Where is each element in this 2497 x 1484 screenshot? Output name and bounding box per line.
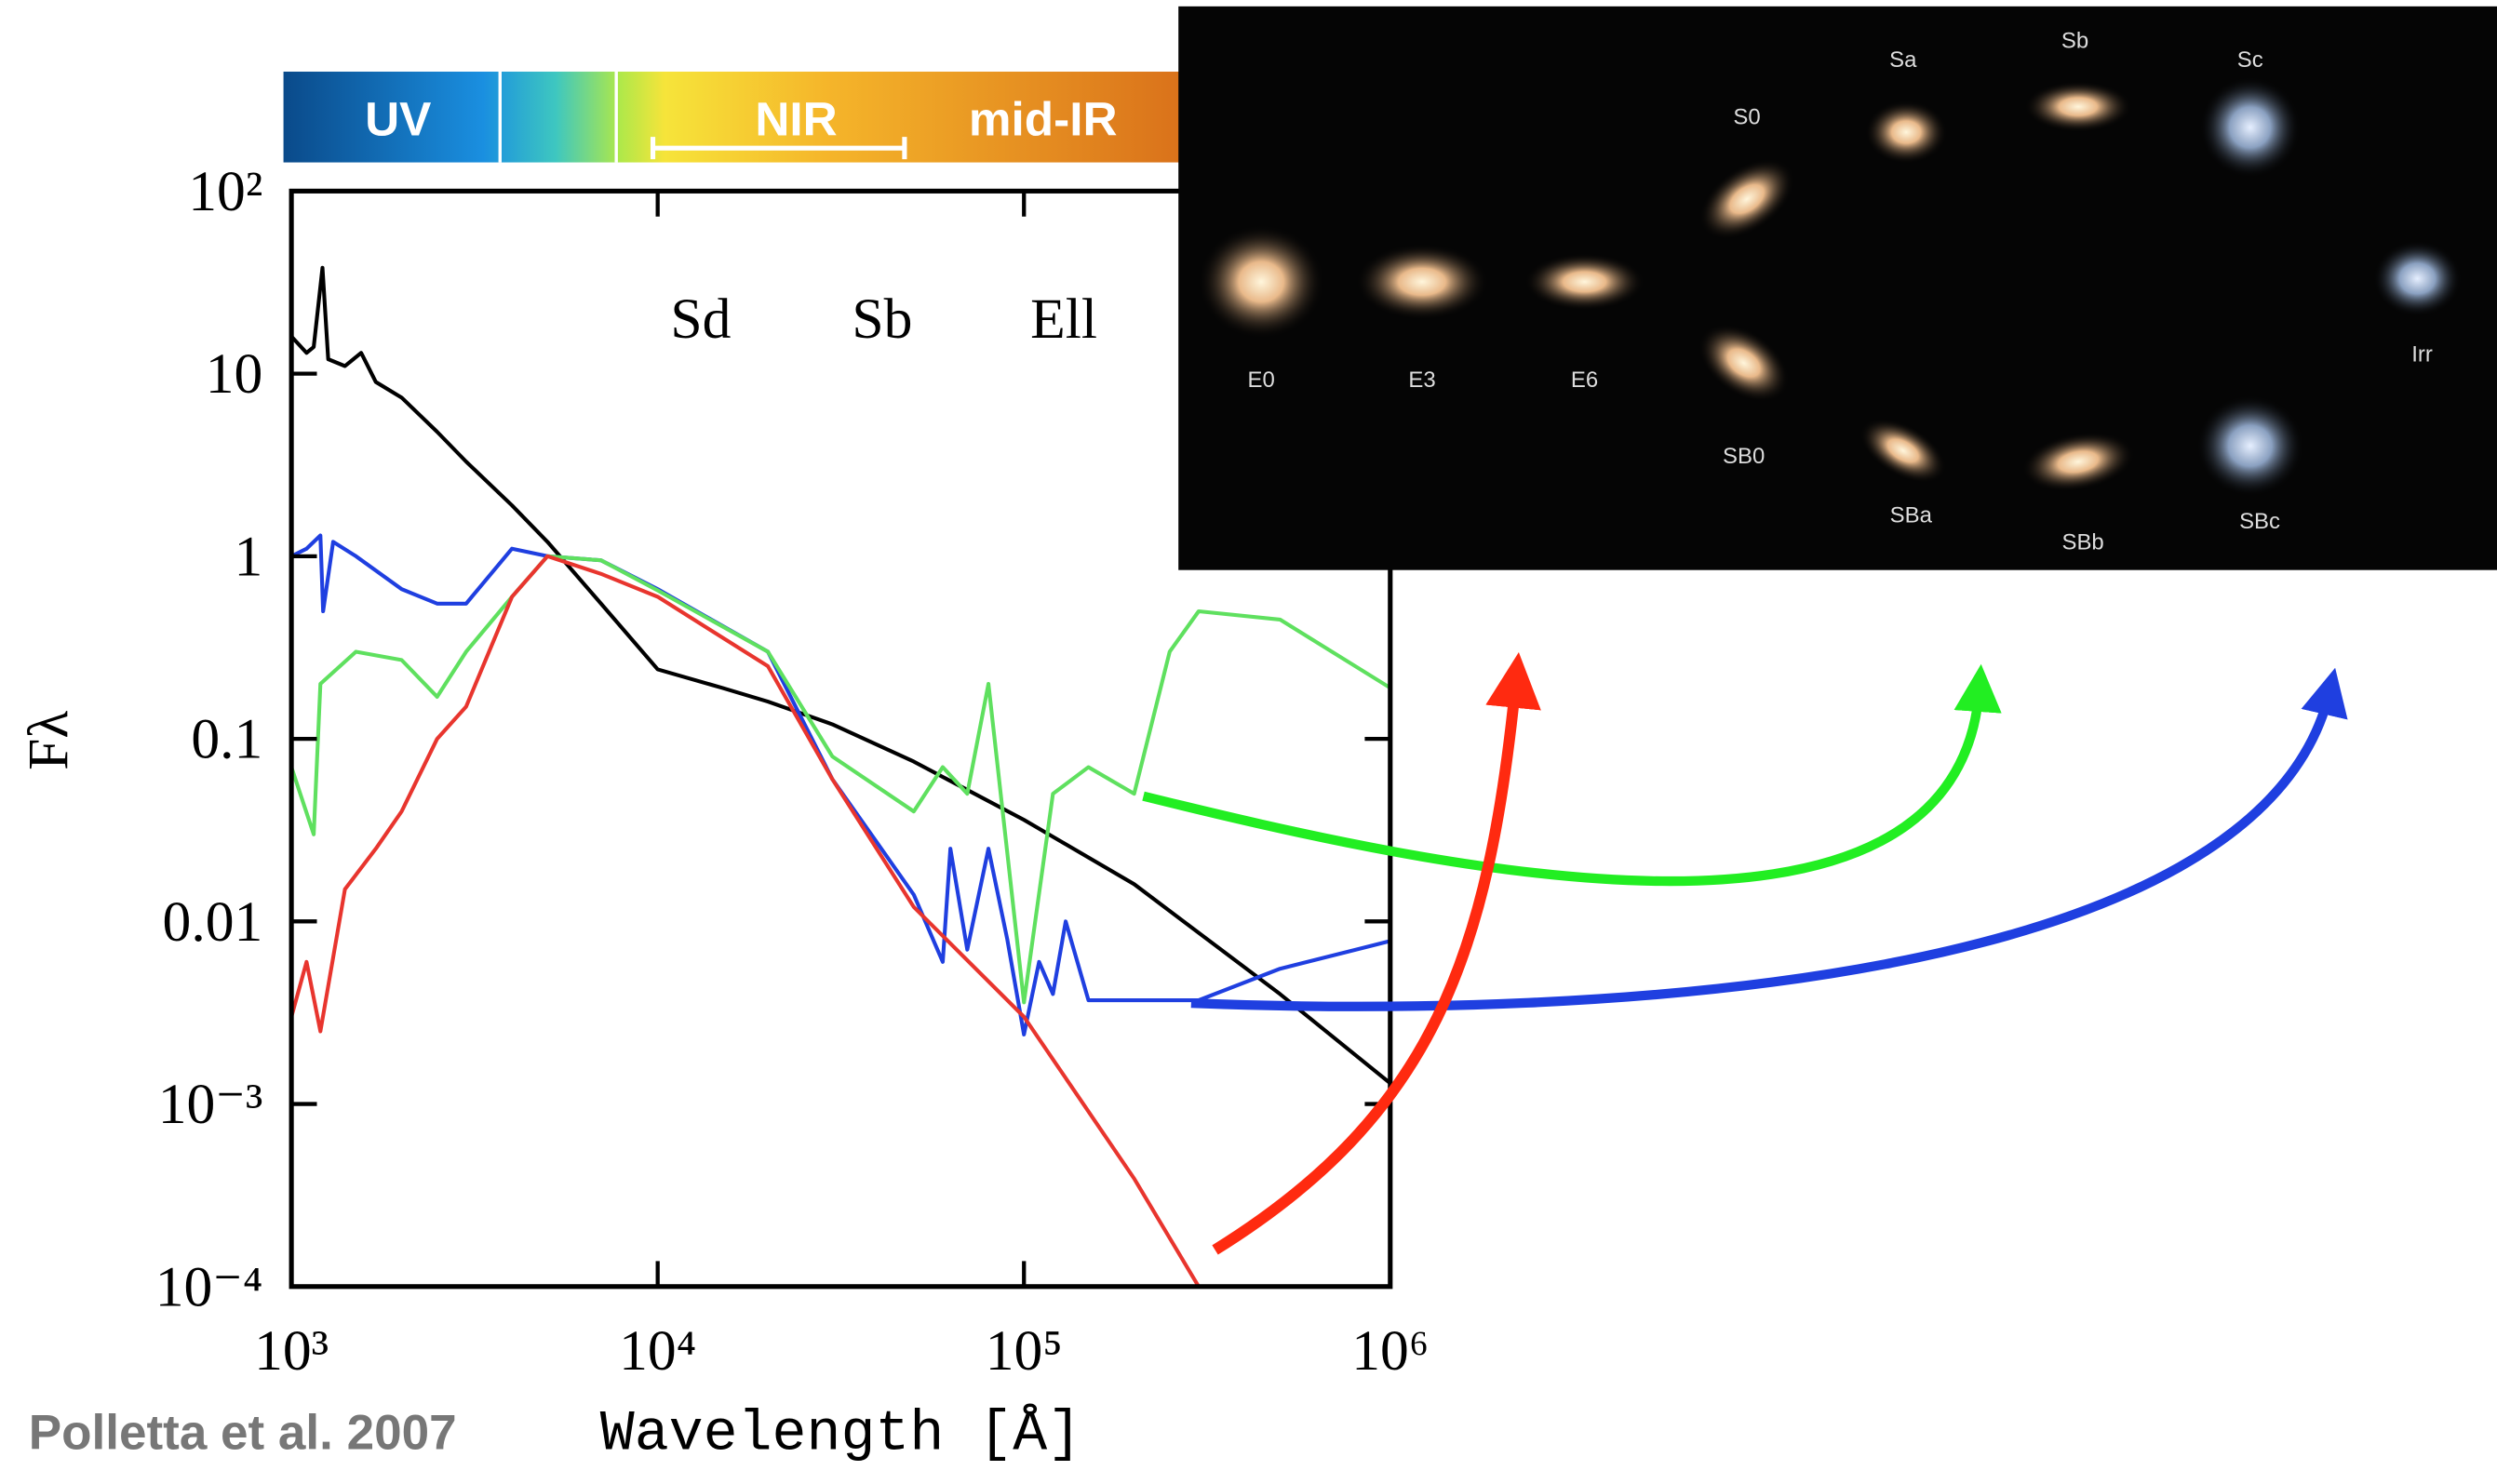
- galaxy-label: Irr: [2411, 341, 2433, 367]
- galaxy: [2023, 81, 2133, 133]
- galaxy: [1698, 158, 1795, 240]
- arrow: [1142, 663, 2002, 887]
- galaxy: [1859, 418, 1947, 484]
- galaxy: [1355, 243, 1489, 320]
- galaxy: [1864, 100, 1948, 165]
- galaxy: [2372, 240, 2463, 317]
- band-label: mid-IR: [969, 92, 1118, 145]
- y-tick-label: 10²: [188, 160, 262, 223]
- galaxy-label: SBa: [1890, 502, 1933, 528]
- galaxy-label: SB0: [1723, 444, 1765, 469]
- galaxy-label: E3: [1408, 368, 1435, 393]
- band-bar: UV NIR mid-IR: [283, 72, 1191, 163]
- annotation: Polletta et al. 2007: [29, 1405, 457, 1460]
- galaxy: [2195, 394, 2304, 497]
- x-axis-label: Wavelength [Å]: [600, 1402, 1081, 1466]
- plot-area: 10³ 10⁴ 10⁵ 10⁶ 10⁻⁴ 10⁻³ 0.01 0.1 1 10 10² Sd Sb Ell: [155, 160, 1430, 1383]
- series-line: [289, 554, 1201, 1288]
- galaxy-label: E0: [1248, 368, 1275, 393]
- series-line: [289, 265, 1392, 1085]
- hubble-sequence: E0 E3 E6 S0 Sa Sb Sc Irr SB0 SBa SBb SBc: [1178, 6, 2497, 570]
- arrow: [1190, 667, 2348, 1011]
- y-tick-label: 1: [235, 525, 263, 588]
- band-label: UV: [365, 92, 431, 145]
- legend-entry: Sb: [852, 287, 912, 351]
- galaxy-label: E6: [1571, 368, 1598, 393]
- y-tick-label: 0.01: [163, 890, 263, 954]
- y-tick-label: 10: [206, 342, 263, 406]
- galaxy: [1524, 253, 1645, 311]
- x-tick-label: 10⁶: [1351, 1319, 1429, 1383]
- galaxy-label: S0: [1733, 104, 1760, 129]
- galaxy: [2021, 432, 2135, 492]
- series-line: [290, 533, 1391, 1036]
- nir-bracket: [650, 137, 907, 160]
- band-label: NIR: [755, 92, 837, 145]
- legend-entry: Ell: [1030, 287, 1097, 351]
- y-tick-label: 10⁻³: [158, 1073, 263, 1136]
- galaxy-label: SBb: [2061, 529, 2103, 555]
- x-tick-label: 10³: [254, 1319, 329, 1383]
- galaxy: [2199, 76, 2302, 179]
- galaxy-label: SBc: [2239, 509, 2280, 534]
- galaxy: [1197, 224, 1325, 340]
- series-line: [289, 554, 1391, 1005]
- galaxy-label: Sa: [1889, 47, 1917, 73]
- y-tick-label: 10⁻⁴: [155, 1255, 263, 1318]
- legend-entry: Sd: [670, 287, 731, 351]
- arrow: [1212, 651, 1541, 1255]
- x-tick-label: 10⁴: [619, 1319, 696, 1383]
- x-tick-label: 10⁵: [986, 1319, 1063, 1383]
- galaxy-label: Sb: [2061, 28, 2088, 53]
- y-axis-label: Fλ: [17, 711, 80, 770]
- y-tick-label: 0.1: [191, 708, 262, 771]
- galaxy-label: Sc: [2237, 47, 2263, 73]
- galaxy: [1698, 324, 1790, 403]
